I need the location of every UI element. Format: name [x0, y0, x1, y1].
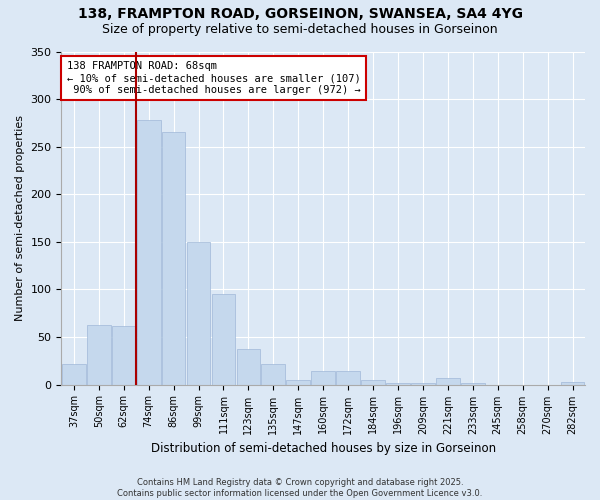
- Bar: [162, 132, 185, 384]
- Bar: [212, 294, 235, 384]
- Bar: [87, 324, 110, 384]
- Bar: [461, 382, 485, 384]
- Y-axis label: Number of semi-detached properties: Number of semi-detached properties: [15, 115, 25, 321]
- Bar: [361, 380, 385, 384]
- Bar: [311, 371, 335, 384]
- X-axis label: Distribution of semi-detached houses by size in Gorseinon: Distribution of semi-detached houses by …: [151, 442, 496, 455]
- Text: 138 FRAMPTON ROAD: 68sqm
← 10% of semi-detached houses are smaller (107)
 90% of: 138 FRAMPTON ROAD: 68sqm ← 10% of semi-d…: [67, 62, 361, 94]
- Bar: [386, 382, 410, 384]
- Bar: [236, 350, 260, 384]
- Text: 138, FRAMPTON ROAD, GORSEINON, SWANSEA, SA4 4YG: 138, FRAMPTON ROAD, GORSEINON, SWANSEA, …: [77, 8, 523, 22]
- Bar: [187, 242, 211, 384]
- Bar: [62, 364, 86, 384]
- Bar: [262, 364, 285, 384]
- Bar: [411, 382, 435, 384]
- Bar: [336, 371, 360, 384]
- Bar: [112, 326, 136, 384]
- Bar: [137, 120, 161, 384]
- Bar: [286, 380, 310, 384]
- Bar: [436, 378, 460, 384]
- Bar: [560, 382, 584, 384]
- Text: Contains HM Land Registry data © Crown copyright and database right 2025.
Contai: Contains HM Land Registry data © Crown c…: [118, 478, 482, 498]
- Text: Size of property relative to semi-detached houses in Gorseinon: Size of property relative to semi-detach…: [102, 22, 498, 36]
